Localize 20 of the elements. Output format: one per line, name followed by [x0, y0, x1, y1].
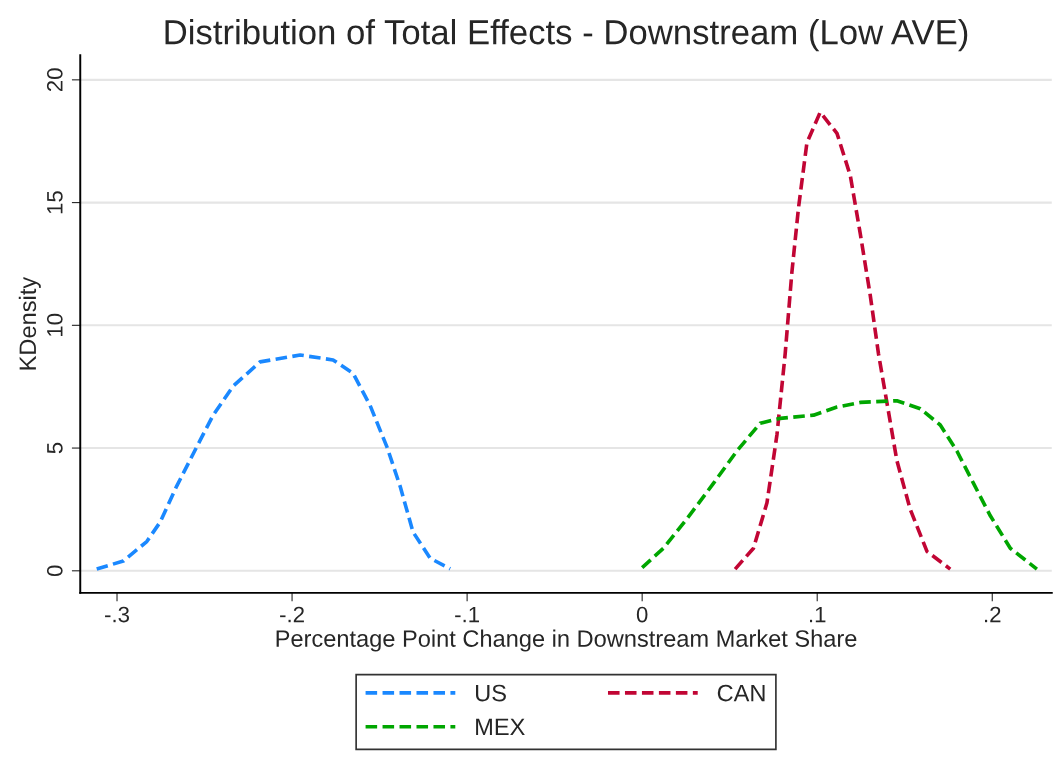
y-axis-title: KDensity — [18, 276, 41, 370]
legend-label: CAN — [717, 684, 765, 702]
x-tick-label: -.2 — [280, 606, 304, 623]
x-tick-label: .2 — [985, 606, 1001, 623]
y-tick-label: 15 — [47, 191, 63, 214]
y-tick-label: 5 — [47, 442, 63, 454]
x-axis-title: Percentage Point Change in Downstream Market Share — [276, 629, 857, 652]
x-tick-label: -.1 — [455, 606, 479, 623]
x-tick-label: 0 — [636, 606, 648, 623]
x-tick-label: .1 — [809, 606, 826, 623]
x-tick-label: -.3 — [105, 606, 130, 623]
legend-label: US — [476, 684, 506, 702]
line-series — [640, 398, 1039, 571]
y-tick-label: 0 — [46, 565, 63, 577]
chart-title: Distribution of Total Effects - Downstream (Low AVE) — [165, 19, 968, 52]
line-series — [94, 353, 452, 571]
legend-label: MEX — [476, 718, 525, 735]
line-series — [733, 110, 953, 571]
y-tick-label: 10 — [46, 313, 63, 336]
y-tick-label: 20 — [46, 68, 63, 92]
